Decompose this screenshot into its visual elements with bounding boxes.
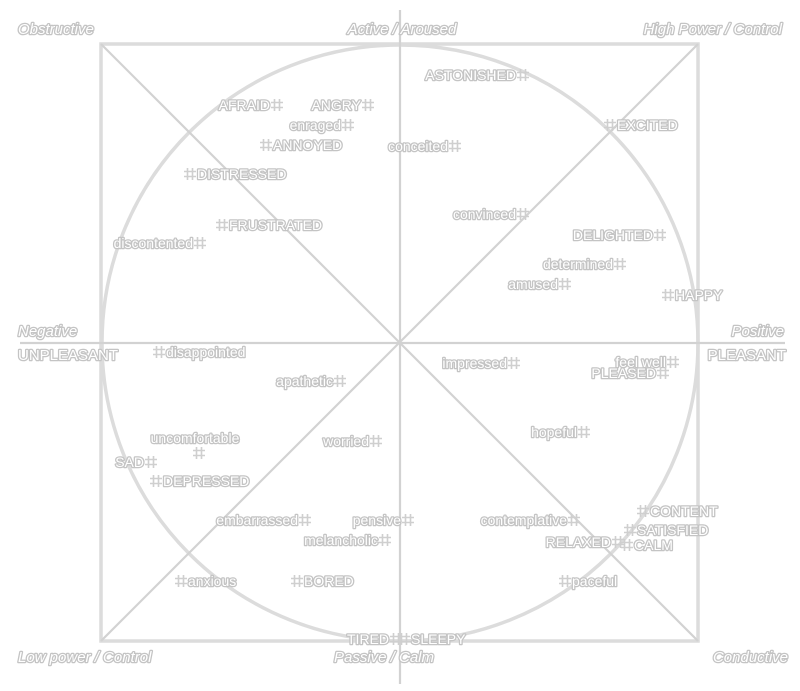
emotion-label-hopeful: hopeful: [531, 424, 577, 440]
axis-negative-label: Negative: [18, 323, 77, 340]
emotion-marker-icon: [291, 575, 303, 587]
emotion-marker-icon: [578, 426, 590, 438]
emotion-marker-icon: [621, 539, 633, 551]
emotion-marker-icon: [150, 475, 162, 487]
emotion-marker-icon: [559, 575, 571, 587]
emotion-label-distressed: DISTRESSED: [197, 166, 286, 182]
axis-unpleasant-label: UNPLEASANT: [18, 347, 118, 364]
emotion-label-frustrated: FRUSTRATED: [229, 217, 322, 233]
emotion-marker-icon: [184, 168, 196, 180]
emotion-label-impressed: impressed: [442, 355, 507, 371]
emotion-marker-icon: [654, 229, 666, 241]
emotion-label-pensive: pensive: [353, 512, 401, 528]
emotion-label-convinced: convinced: [453, 206, 516, 222]
diagonal-up: [100, 43, 699, 642]
emotion-marker-icon: [517, 69, 529, 81]
emotion-marker-icon: [637, 505, 649, 517]
emotion-marker-icon: [398, 633, 410, 645]
emotion-label-afraid: AFRAID: [219, 97, 270, 113]
emotion-label-amused: amused: [508, 276, 558, 292]
emotion-marker-icon: [508, 357, 520, 369]
emotion-label-embarrassed: embarrassed: [216, 512, 298, 528]
emotion-label-bored: BORED: [304, 573, 354, 589]
corner-top-center-label: Active / Aroused: [347, 21, 457, 38]
emotion-label-satisfied: SATISFIED: [637, 522, 708, 538]
emotion-label-sleepy: SLEEPY: [411, 631, 466, 647]
emotion-marker-icon: [153, 346, 165, 358]
emotion-label-uncomfortable: uncomfortable: [151, 430, 240, 446]
emotion-label-disappointed: disappointed: [166, 344, 245, 360]
emotion-marker-icon: [362, 99, 374, 111]
emotion-label-sad: SAD: [115, 454, 144, 470]
emotion-marker-icon: [370, 435, 382, 447]
emotion-label-delighted: DELIGHTED: [573, 227, 653, 243]
emotion-label-content: CONTENT: [650, 503, 718, 519]
corner-bottom-right-label: Conductive: [713, 649, 788, 666]
emotion-marker-icon: [449, 140, 461, 152]
emotion-marker-icon: [145, 456, 157, 468]
emotion-label-calm: CALM: [634, 537, 673, 553]
emotion-label-relaxed: RELAXED: [546, 534, 611, 550]
emotion-label-enraged: enraged: [290, 117, 341, 133]
emotion-marker-icon: [402, 514, 414, 526]
emotion-marker-icon: [379, 534, 391, 546]
emotion-marker-icon: [657, 367, 669, 379]
emotion-marker-icon: [559, 278, 571, 290]
emotion-label-tired: TIRED: [347, 631, 389, 647]
emotion-marker-icon: [662, 289, 674, 301]
emotion-label-excited: EXCITED: [617, 117, 678, 133]
corner-bottom-left-label: Low power / Control: [18, 649, 152, 666]
emotion-marker-icon: [194, 237, 206, 249]
corner-bottom-center-label: Passive / Calm: [334, 649, 434, 666]
emotion-label-discontented: discontented: [114, 235, 193, 251]
emotion-marker-icon: [667, 356, 679, 368]
axis-pleasant-label: PLEASANT: [708, 347, 786, 364]
emotion-marker-icon: [216, 219, 228, 231]
emotion-words: ASTONISHED AFRAID ANGRY enraged ANNOYED conce…: [112, 66, 724, 649]
emotion-label-angry: ANGRY: [311, 97, 361, 113]
emotion-label-contemplative: contemplative: [481, 512, 568, 528]
emotion-marker-icon: [568, 514, 580, 526]
emotion-marker-icon: [260, 139, 272, 151]
emotion-marker-icon: [624, 524, 636, 536]
emotion-marker-icon: [334, 375, 346, 387]
emotion-marker-icon: [271, 99, 283, 111]
emotion-label-apathetic: apathetic: [276, 373, 333, 389]
emotion-marker-icon: [604, 119, 616, 131]
emotion-label-happy: HAPPY: [675, 287, 723, 303]
corner-top-right-label: High Power / Control: [644, 21, 783, 38]
emotion-label-paceful: paceful: [572, 573, 617, 589]
emotion-label-depressed: DEPRESSED: [163, 473, 249, 489]
emotion-label-astonished: ASTONISHED: [425, 67, 516, 83]
axis-positive-label: Positive: [731, 323, 784, 340]
emotion-marker-icon: [342, 119, 354, 131]
emotion-label-melancholic: melancholic: [304, 532, 378, 548]
emotion-label-worried: worried: [322, 433, 369, 449]
emotion-marker-icon: [299, 514, 311, 526]
emotion-label-determined: determined: [543, 256, 613, 272]
emotion-label-anxious: anxious: [188, 573, 236, 589]
emotion-label-annoyed: ANNOYED: [273, 137, 342, 153]
emotion-marker-icon: [390, 633, 402, 645]
emotion-label-conceited: conceited: [388, 138, 448, 154]
emotion-marker-icon: [614, 258, 626, 270]
emotion-marker-icon: [517, 208, 529, 220]
corner-top-left-label: Obstructive: [18, 21, 94, 38]
emotion-label-pleased: PLEASED: [591, 365, 656, 381]
emotion-marker-icon: [612, 536, 624, 548]
emotion-marker-icon: [193, 447, 205, 459]
emotion-marker-icon: [175, 575, 187, 587]
emotion-label-feel-well: feel well: [615, 354, 666, 370]
